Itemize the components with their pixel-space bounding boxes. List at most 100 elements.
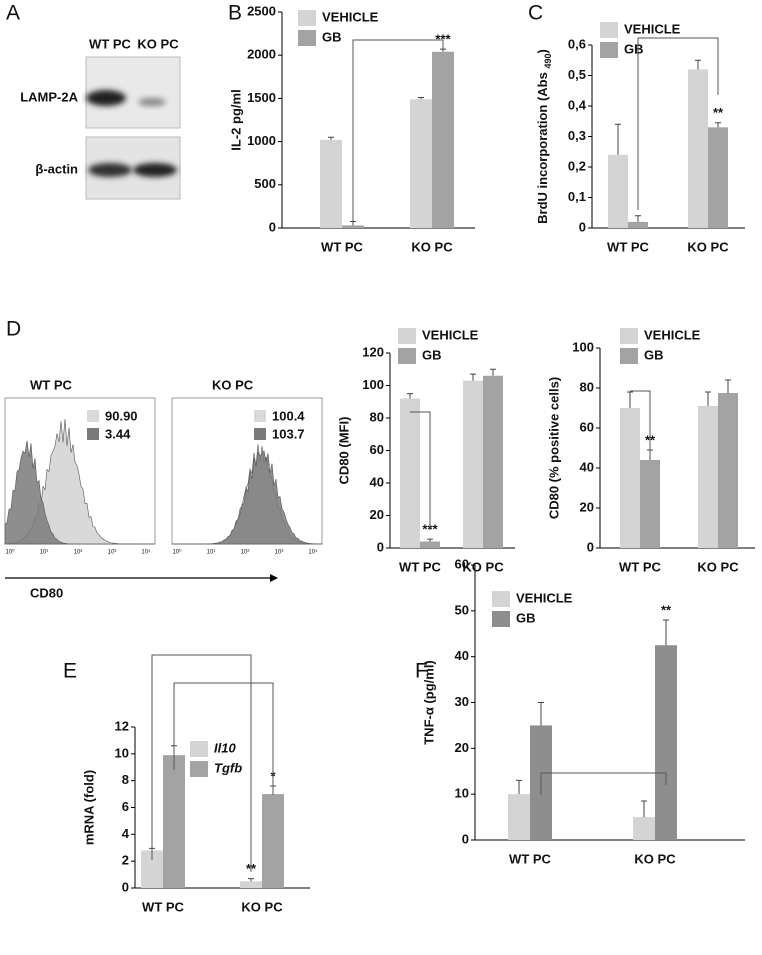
y-tick-label: 0,4 bbox=[568, 97, 587, 112]
y-tick-label: 100 bbox=[572, 339, 594, 354]
bar bbox=[708, 127, 728, 228]
y-tick-label: 0,5 bbox=[568, 67, 586, 82]
hist-xtick: 10³ bbox=[275, 550, 284, 556]
bar bbox=[633, 817, 655, 840]
legend-label: Tgfb bbox=[214, 760, 242, 775]
y-tick-label: 0,1 bbox=[568, 189, 586, 204]
y-tick-label: 2000 bbox=[247, 47, 276, 62]
y-tick-label: 2500 bbox=[247, 3, 276, 18]
legend-label: GB bbox=[644, 347, 664, 362]
hist-xlabel: CD80 bbox=[30, 585, 63, 600]
y-tick-label: 1500 bbox=[247, 90, 276, 105]
x-tick-label: WT PC bbox=[619, 559, 661, 574]
error-bar bbox=[641, 800, 647, 818]
legend-swatch bbox=[190, 761, 208, 777]
y-tick-label: 1000 bbox=[247, 133, 276, 148]
x-tick-label: WT PC bbox=[142, 899, 184, 914]
legend-swatch bbox=[398, 348, 416, 364]
hist-xtick: 10¹ bbox=[40, 550, 49, 556]
error-bar bbox=[725, 379, 731, 393]
x-tick-label: WT PC bbox=[321, 239, 363, 254]
error-bar bbox=[516, 779, 522, 795]
y-tick-label: 20 bbox=[370, 507, 384, 522]
bar bbox=[163, 755, 185, 888]
bar bbox=[141, 850, 163, 888]
y-tick-label: 2 bbox=[122, 853, 129, 868]
panel-letter: F bbox=[415, 660, 428, 683]
error-bar bbox=[427, 538, 433, 542]
error-bar bbox=[663, 619, 669, 646]
hist-title: KO PC bbox=[212, 377, 254, 392]
error-bar bbox=[418, 97, 424, 100]
y-tick-label: 40 bbox=[455, 648, 469, 663]
legend-swatch bbox=[600, 42, 618, 58]
bar bbox=[410, 99, 432, 228]
y-axis-label-part: ) bbox=[535, 49, 550, 53]
y-tick-label: 10 bbox=[115, 745, 129, 760]
error-bar bbox=[328, 136, 334, 140]
hist-legend-swatch bbox=[254, 428, 266, 440]
hist-xtick: 10³ bbox=[108, 550, 117, 556]
legend-swatch bbox=[492, 591, 510, 607]
error-bar bbox=[635, 215, 641, 222]
y-tick-label: 8 bbox=[122, 772, 129, 787]
hist-title: WT PC bbox=[30, 377, 72, 392]
y-tick-label: 0,3 bbox=[568, 128, 586, 143]
hist-xtick: 10¹ bbox=[207, 550, 216, 556]
hist-legend-swatch bbox=[254, 410, 266, 422]
bar bbox=[320, 139, 342, 228]
bracket bbox=[352, 39, 444, 222]
y-tick-label: 0,6 bbox=[568, 36, 586, 51]
panel-letter: E bbox=[63, 660, 77, 683]
error-bar bbox=[350, 221, 356, 226]
blot-row: LAMP-2A bbox=[20, 89, 78, 104]
error-bar bbox=[407, 393, 413, 399]
error-bar bbox=[248, 878, 254, 882]
hist-legend-label: 103.7 bbox=[272, 426, 305, 441]
error-bar bbox=[715, 122, 721, 128]
hist-legend-label: 90.90 bbox=[105, 408, 138, 423]
y-tick-label: 0 bbox=[587, 539, 594, 554]
bracket bbox=[540, 772, 667, 795]
error-bar bbox=[695, 59, 701, 70]
y-axis-label: BrdU incorporation (Abs 490) bbox=[535, 49, 553, 224]
panel-letter: B bbox=[228, 2, 242, 25]
legend-label: VEHICLE bbox=[516, 590, 573, 605]
legend-label: GB bbox=[422, 347, 442, 362]
legend-label: GB bbox=[516, 610, 536, 625]
y-tick-label: 0 bbox=[579, 219, 586, 234]
bar bbox=[655, 645, 677, 840]
bar bbox=[420, 541, 440, 548]
y-tick-label: 0 bbox=[269, 219, 276, 234]
panel-letter: C bbox=[528, 2, 543, 25]
bracket bbox=[637, 37, 719, 210]
y-tick-label: 60 bbox=[455, 556, 469, 571]
y-tick-label: 100 bbox=[362, 377, 384, 392]
y-tick-label: 10 bbox=[455, 786, 469, 801]
legend-swatch bbox=[398, 328, 416, 344]
hist-legend-label: 3.44 bbox=[105, 426, 131, 441]
blot-band bbox=[138, 98, 166, 106]
hist-xtick: 10⁴ bbox=[308, 549, 318, 556]
x-tick-label: WT PC bbox=[509, 851, 551, 866]
panel-letter: A bbox=[6, 2, 20, 25]
blot-band bbox=[88, 163, 132, 177]
hist-curve bbox=[172, 450, 323, 545]
error-bar bbox=[538, 702, 544, 726]
hist-legend-label: 100.4 bbox=[272, 408, 305, 423]
significance: *** bbox=[435, 32, 451, 47]
legend-swatch bbox=[190, 741, 208, 757]
significance: ** bbox=[713, 105, 724, 120]
hist-xtick: 10² bbox=[74, 550, 83, 556]
y-tick-label: 60 bbox=[580, 419, 594, 434]
bar bbox=[432, 51, 454, 228]
bar bbox=[483, 375, 503, 548]
x-tick-label: KO PC bbox=[462, 559, 504, 574]
x-tick-label: KO PC bbox=[634, 851, 676, 866]
legend-swatch bbox=[620, 328, 638, 344]
x-tick-label: KO PC bbox=[411, 239, 453, 254]
legend-swatch bbox=[298, 10, 316, 26]
bar bbox=[262, 794, 284, 888]
x-tick-label: WT PC bbox=[607, 239, 649, 254]
